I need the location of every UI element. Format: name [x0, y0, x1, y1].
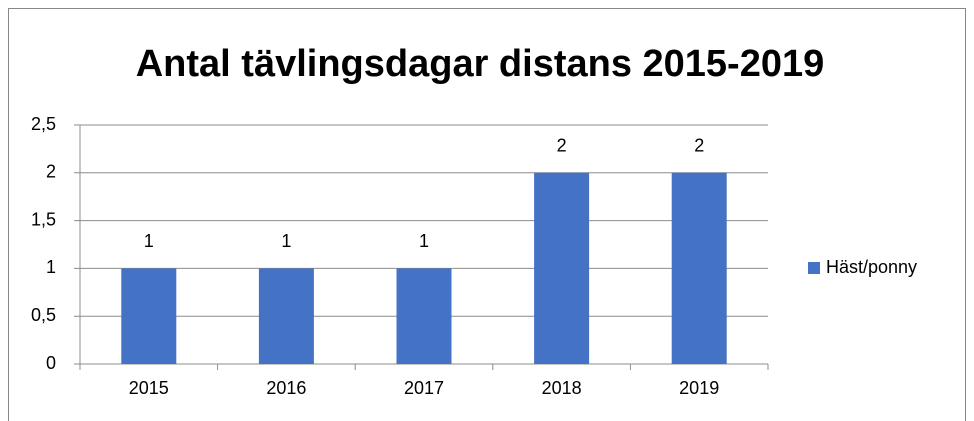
bar [396, 268, 452, 364]
y-tick-label: 2 [46, 162, 56, 182]
bar [258, 268, 314, 364]
chart-title: Antal tävlingsdagar distans 2015-2019 [136, 43, 825, 85]
y-tick-label: 1 [46, 257, 56, 277]
bar [121, 268, 177, 364]
x-tick-label: 2015 [129, 378, 169, 398]
x-tick-label: 2016 [266, 378, 306, 398]
bar [671, 172, 727, 364]
y-tick-label: 2,5 [31, 114, 56, 134]
y-tick-label: 0 [46, 353, 56, 373]
data-label: 1 [419, 231, 429, 251]
x-tick-label: 2019 [679, 378, 719, 398]
legend-swatch [808, 262, 820, 274]
legend-label: Häst/ponny [826, 257, 917, 277]
bar [534, 172, 590, 364]
x-tick-label: 2018 [542, 378, 582, 398]
y-tick-label: 0,5 [31, 305, 56, 325]
data-label: 1 [281, 231, 291, 251]
data-label: 1 [144, 231, 154, 251]
data-label: 2 [694, 136, 704, 156]
y-tick-label: 1,5 [31, 209, 56, 229]
x-tick-label: 2017 [404, 378, 444, 398]
data-label: 2 [557, 136, 567, 156]
